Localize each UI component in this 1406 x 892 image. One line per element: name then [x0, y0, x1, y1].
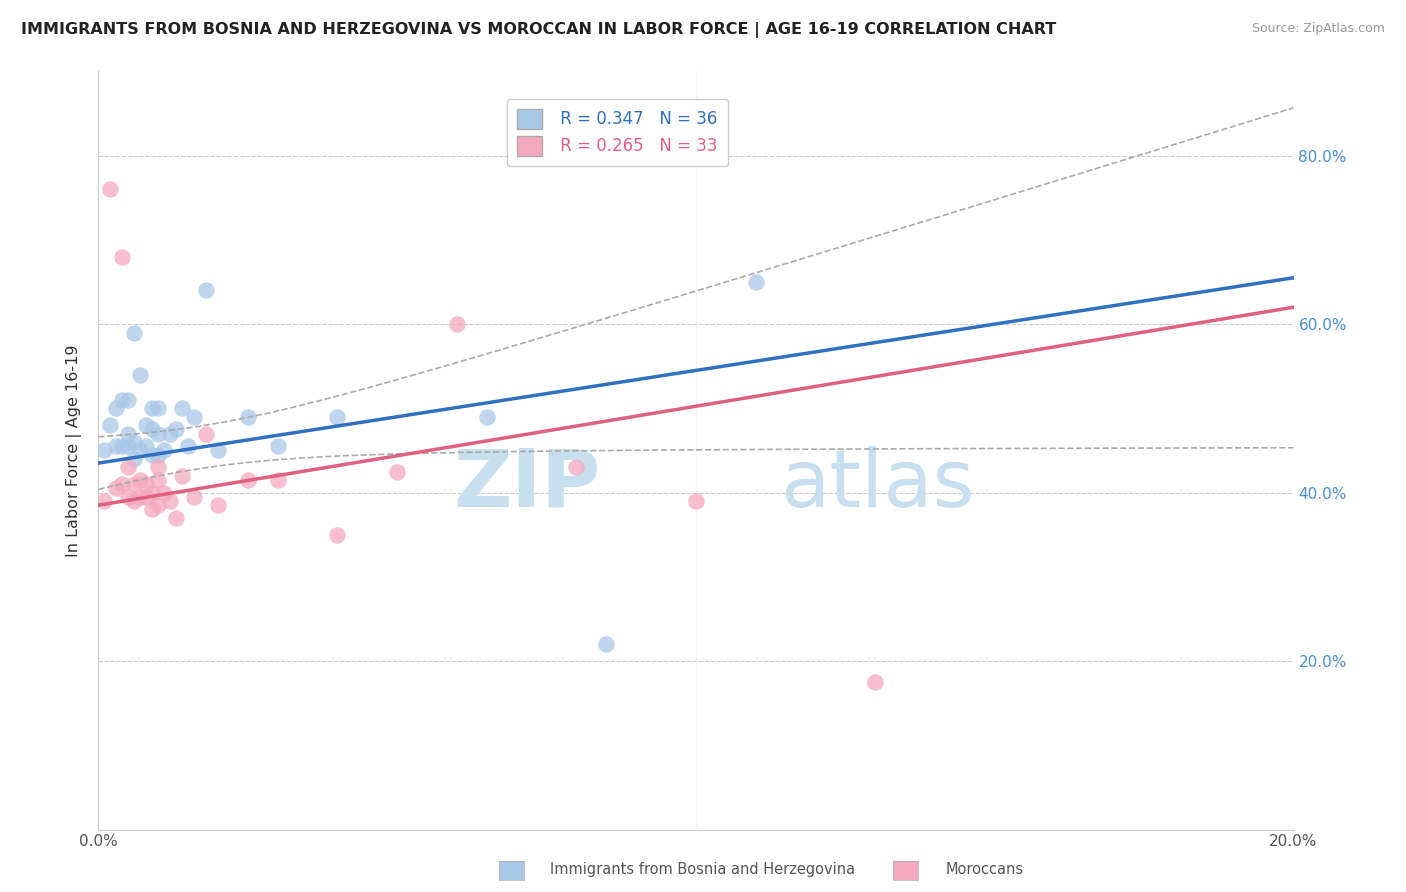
Point: [385, 465, 409, 479]
Point: [98, 418, 122, 433]
Point: [207, 443, 229, 458]
Point: [165, 511, 187, 525]
Point: [129, 473, 152, 487]
Point: [177, 439, 200, 453]
Point: [105, 482, 128, 496]
Point: [172, 468, 194, 483]
Point: [117, 426, 139, 441]
Point: [153, 443, 176, 458]
Point: [111, 250, 134, 264]
Point: [565, 460, 588, 475]
Point: [135, 439, 157, 453]
Point: [267, 473, 290, 487]
Point: [183, 409, 205, 424]
Text: ZIP: ZIP: [453, 446, 600, 524]
Point: [172, 401, 194, 416]
Point: [141, 401, 163, 416]
Text: Source: ZipAtlas.com: Source: ZipAtlas.com: [1251, 22, 1385, 36]
Point: [141, 448, 163, 462]
Point: [165, 422, 187, 436]
Point: [148, 498, 170, 512]
Point: [124, 326, 146, 340]
Point: [98, 182, 122, 196]
Point: [148, 473, 170, 487]
Point: [129, 368, 152, 382]
Text: IMMIGRANTS FROM BOSNIA AND HERZEGOVINA VS MOROCCAN IN LABOR FORCE | AGE 16-19 CO: IMMIGRANTS FROM BOSNIA AND HERZEGOVINA V…: [21, 22, 1056, 38]
Point: [117, 490, 139, 504]
Legend:  R = 0.347   N = 36,  R = 0.265   N = 33: R = 0.347 N = 36, R = 0.265 N = 33: [508, 99, 728, 166]
Point: [93, 494, 115, 508]
Point: [326, 527, 349, 541]
Point: [129, 490, 152, 504]
Point: [326, 409, 349, 424]
Point: [207, 498, 229, 512]
Y-axis label: In Labor Force | Age 16-19: In Labor Force | Age 16-19: [66, 344, 83, 557]
Text: atlas: atlas: [779, 446, 974, 524]
Point: [195, 426, 218, 441]
Point: [105, 439, 128, 453]
Point: [117, 460, 139, 475]
Point: [111, 392, 134, 407]
Point: [745, 275, 768, 289]
Text: Immigrants from Bosnia and Herzegovina: Immigrants from Bosnia and Herzegovina: [550, 863, 856, 877]
Point: [865, 675, 887, 690]
Point: [124, 477, 146, 491]
Point: [148, 448, 170, 462]
Point: [267, 439, 290, 453]
Point: [135, 490, 157, 504]
Point: [129, 443, 152, 458]
Point: [117, 439, 139, 453]
Text: Moroccans: Moroccans: [945, 863, 1024, 877]
Point: [124, 451, 146, 466]
Point: [685, 494, 707, 508]
Point: [159, 494, 181, 508]
Point: [153, 485, 176, 500]
Point: [135, 477, 157, 491]
Point: [236, 409, 259, 424]
Point: [148, 460, 170, 475]
Point: [148, 426, 170, 441]
Point: [117, 392, 139, 407]
Point: [595, 637, 617, 651]
Point: [111, 439, 134, 453]
Point: [236, 473, 259, 487]
Point: [183, 490, 205, 504]
Point: [195, 284, 218, 298]
Point: [446, 317, 468, 331]
Point: [105, 401, 128, 416]
Point: [141, 422, 163, 436]
Point: [141, 502, 163, 516]
Point: [159, 426, 181, 441]
Point: [148, 401, 170, 416]
Point: [135, 418, 157, 433]
Point: [475, 409, 498, 424]
Point: [93, 443, 115, 458]
Point: [111, 477, 134, 491]
Point: [124, 494, 146, 508]
Point: [141, 485, 163, 500]
Point: [124, 435, 146, 450]
